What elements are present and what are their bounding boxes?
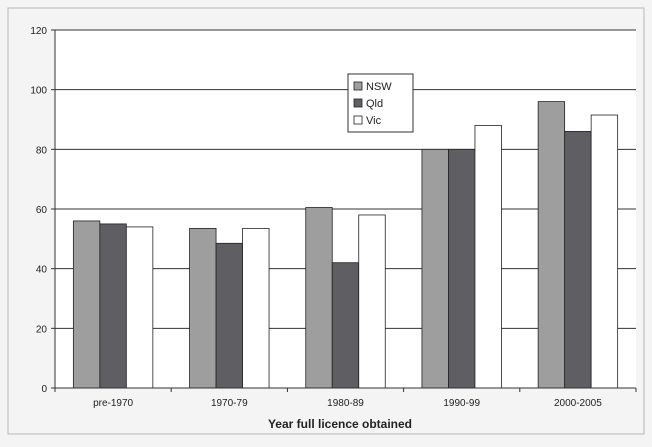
bar-nsw-1 xyxy=(189,227,217,389)
bar-qld-2 xyxy=(331,262,360,389)
y-tick-label: 80 xyxy=(36,145,48,156)
x-tick-label: 2000-2005 xyxy=(554,398,602,409)
legend-label-nsw: NSW xyxy=(366,81,392,93)
legend-swatch-vic xyxy=(353,115,363,125)
x-tick-label: 1980-89 xyxy=(327,398,364,409)
legend-swatch-nsw xyxy=(353,81,363,91)
bar-vic-4 xyxy=(590,114,619,389)
bar-vic-2 xyxy=(358,214,386,389)
bar-vic-0 xyxy=(125,226,154,389)
legend-label-qld: Qld xyxy=(366,98,383,110)
bars xyxy=(72,101,619,389)
y-tick-label: 20 xyxy=(36,324,48,335)
axes: 0 20 40 60 80 100 120 pre-1970 1970-79 1980-89 199… xyxy=(30,26,637,409)
y-tick-label: 60 xyxy=(36,205,48,216)
y-tick-label: 0 xyxy=(41,384,47,395)
legend-label-vic: Vic xyxy=(366,115,382,127)
legend-swatch-qld xyxy=(353,98,363,108)
bar-qld-3 xyxy=(448,148,476,389)
bar-vic-3 xyxy=(474,125,502,389)
bar-nsw-3 xyxy=(421,148,449,389)
bar-nsw-4 xyxy=(537,101,566,389)
x-tick-label: 1970-79 xyxy=(211,398,248,409)
bar-nsw-0 xyxy=(72,220,101,389)
x-tick-label: 1990-99 xyxy=(443,398,480,409)
bar-nsw-2 xyxy=(305,207,333,389)
x-tick-label: pre-1970 xyxy=(93,398,133,409)
y-tick-label: 100 xyxy=(30,86,47,97)
bar-qld-1 xyxy=(215,242,243,389)
y-tick-label: 40 xyxy=(36,265,48,276)
y-tick-label: 120 xyxy=(30,26,47,37)
bar-vic-1 xyxy=(242,227,270,389)
legend: NSW Qld Vic xyxy=(347,73,414,133)
x-axis-label: Year full licence obtained xyxy=(268,417,412,431)
bar-qld-4 xyxy=(564,131,592,389)
bar-qld-0 xyxy=(99,223,127,389)
